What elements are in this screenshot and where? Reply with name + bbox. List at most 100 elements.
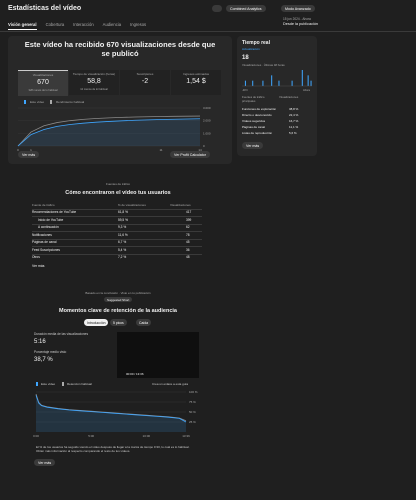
metric-value: -2 [141,78,149,85]
source-pct: 16,7 % [289,119,299,123]
metric-tile: Tiempo de visualización (horas) 58,8 12 me… [69,70,119,95]
views: 45 [186,240,190,244]
headline: Este vídeo ha recibido 670 visualizacion… [24,40,216,58]
legend-item: Este vídeo [24,100,44,104]
divider [0,31,416,32]
button[interactable]: Ver más [18,151,40,158]
tab[interactable]: Ingresos [130,22,147,27]
tab[interactable]: Visión general [8,22,37,30]
source-name: Otros [32,255,40,259]
line-series [35,395,187,423]
y-tick-label: 0 [203,144,205,148]
y-tick-label: 3.000 [203,106,211,110]
realtime-chart [242,70,312,87]
x-tick-label: 0 [17,148,19,152]
views: 399 [186,217,192,222]
source-name: Listas de reproducción [242,131,273,135]
summary-card: Este vídeo ha recibido 670 visualizacion… [8,36,232,164]
tabs: Visión general Cobertura Interacción Audien… [8,22,146,30]
x-tick-label: 0:00 [33,434,39,438]
area [18,118,200,146]
button[interactable]: Ver más [32,264,45,268]
button[interactable]: Ver más [34,459,56,466]
metric-value: 1,54 $ [186,78,206,85]
line-series [17,118,201,147]
views: 78 [186,232,190,237]
legend-item: Rendimiento habitual [50,100,84,104]
metric-label: Visualizaciones [32,73,54,77]
tab-button[interactable]: Caída [136,319,152,326]
percentage: 7,2 % [118,255,127,259]
advanced-button[interactable]: Modo Avanzado [281,5,315,12]
x-tick-label: 10:00 [143,434,151,438]
date-label[interactable]: Desde la publicación [283,22,319,26]
percentage: 61,8 % [118,210,128,214]
metric-label: Duración media de las visualizaciones [34,332,89,336]
table-header[interactable]: Visualizaciones [279,95,299,99]
combined-button[interactable]: Combined Analytics [226,5,266,12]
link: Crea un enlace a esta guía [152,382,189,386]
tab[interactable]: Cobertura [45,22,65,27]
tab-button[interactable]: Introducción [84,319,109,326]
percentage: 59,5 % [118,217,128,222]
kicker: Basado en la conclusión · Visto en tu pu… [85,291,151,295]
y-tick-label: 75 % [189,400,196,404]
source-name: Notificaciones [32,232,52,237]
button[interactable]: Ver Profit Calculator [170,151,210,158]
video-time: 00:00 / 13:36 [126,372,144,376]
x-tick-label: 1 [30,148,32,152]
bar [307,75,309,86]
page-title: Estadísticas del vídeo [8,5,82,12]
date-range: 15 jun 2024 - Ahora [283,17,311,21]
percentage: 6,7 % [118,240,127,244]
chip: Suggested Short [104,297,133,302]
table-header[interactable]: Fuentes de tráfico principales [242,95,265,103]
metric-note: 12 menos de lo habitual [80,88,108,91]
legend-item: Este vídeo [36,382,55,386]
source-name: A continuación [38,225,59,229]
metric-label: Suscriptores [136,72,154,76]
source-name: Inicio de YouTube [38,217,64,222]
bar [262,80,264,86]
realtime-card: Tiempo real Actualización 18 Visualizacione… [237,36,317,156]
metric-tile: Ingresos estimados 1,54 $ [171,70,221,95]
icon-button[interactable] [212,5,222,12]
bar [244,80,246,86]
source-name: Directo o desconocido [242,113,272,117]
axis-label: -48 h [242,89,248,92]
bar [278,80,280,86]
bar [271,75,273,86]
y-tick-label: 100 % [189,390,198,394]
views: 36 [186,247,190,252]
percentage: 9,3 % [118,225,127,229]
metric-value: 38,7 % [34,357,53,363]
metric-label: Ingresos estimados [182,72,209,76]
card-title: Tiempo real [242,40,270,46]
column-header: Fuente de tráfico [32,203,55,207]
views: 62 [186,225,190,229]
video-player [117,332,199,378]
bar [252,80,254,86]
x-tick-label: 11 [159,148,162,152]
column-header: Visualizaciones [170,203,191,207]
bar [310,80,312,86]
tab-button[interactable]: 5 picos [110,319,127,326]
metric-tile: Suscriptores -2 [120,70,170,95]
metric-label: Tiempo de visualización (horas) [72,72,116,76]
metric-tile: Visualizaciones 670 328 menos de lo habitu… [18,70,68,96]
source-pct: 38,8 % [289,107,299,111]
views: 417 [186,210,192,214]
column-header: % de visualizaciones [118,203,146,207]
area [36,395,186,432]
x-tick-label: 14 [198,148,202,152]
metric-value: 5:16 [34,339,46,345]
tab[interactable]: Interacción [73,22,94,27]
kicker: Fuentes de tráfico [105,182,130,186]
button[interactable]: Ver más [242,142,264,149]
metric-value: 58,8 [87,78,101,85]
bar [291,80,293,86]
axis-label: Ahora [303,89,310,92]
y-tick-label: 2.000 [203,119,211,123]
tab[interactable]: Audiencia [102,22,122,27]
